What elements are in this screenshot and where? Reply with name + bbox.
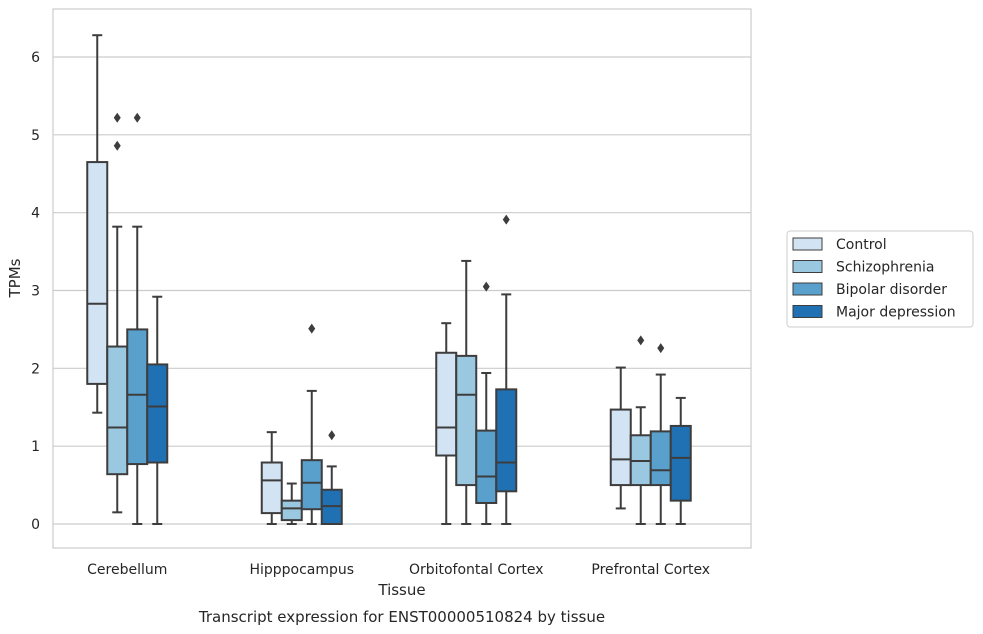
box-iqr xyxy=(300,459,323,511)
box-iqr xyxy=(280,499,303,522)
x-axis-ticks: Cerebellum Hipppocampus Orbitofontal Corte… xyxy=(87,562,710,578)
y-tick-label: 3 xyxy=(31,284,40,300)
box-group xyxy=(300,323,323,525)
legend-label: Schizophrenia xyxy=(836,260,934,276)
box-group xyxy=(320,430,343,525)
box-iqr xyxy=(609,408,632,487)
chart-caption: Transcript expression for ENST0000051082… xyxy=(198,608,605,626)
outlier-point xyxy=(502,214,510,225)
outlier-point xyxy=(657,343,665,354)
outlier-point xyxy=(328,430,336,441)
outlier-point xyxy=(482,281,490,292)
x-tick-label: Hipppocampus xyxy=(249,562,354,578)
x-tick-label: Orbitofontal Cortex xyxy=(409,562,544,578)
outlier-point xyxy=(308,323,316,334)
legend-swatch xyxy=(792,282,823,296)
y-tick-label: 2 xyxy=(31,361,40,377)
box-iqr xyxy=(495,388,518,493)
box-group xyxy=(146,295,169,525)
y-tick-label: 0 xyxy=(31,517,40,533)
legend-label: Major depression xyxy=(836,305,956,321)
outlier-point xyxy=(113,112,121,123)
y-tick-label: 4 xyxy=(31,206,40,222)
legend: Control Schizophrenia Bipolar disorder Majo… xyxy=(786,230,974,328)
box-iqr xyxy=(146,363,169,464)
box-iqr xyxy=(455,354,478,487)
box-iqr xyxy=(260,461,283,515)
plot-area xyxy=(86,34,692,525)
box-group xyxy=(629,335,652,525)
box-group xyxy=(86,34,109,414)
grid-lines xyxy=(53,56,751,525)
box-iqr xyxy=(86,161,109,385)
outlier-point xyxy=(113,140,121,151)
box-group xyxy=(106,112,129,514)
legend-frame xyxy=(786,230,974,328)
box-iqr xyxy=(649,430,672,487)
box-group xyxy=(669,396,692,525)
box-group xyxy=(495,214,518,525)
y-tick-label: 5 xyxy=(31,128,40,144)
legend-label: Bipolar disorder xyxy=(836,282,947,298)
box-iqr xyxy=(669,424,692,502)
legend-label: Control xyxy=(836,237,887,253)
legend-swatch xyxy=(792,305,823,318)
box-iqr xyxy=(475,429,498,504)
outlier-point xyxy=(637,335,645,346)
x-tick-label: Prefrontal Cortex xyxy=(591,562,710,578)
box-group xyxy=(649,343,672,525)
x-tick-label: Cerebellum xyxy=(87,562,167,578)
legend-swatch xyxy=(792,237,823,251)
plot-frame xyxy=(52,8,752,549)
box-group xyxy=(126,112,149,525)
legend-swatch xyxy=(792,260,823,273)
y-axis-label: TPMs xyxy=(6,258,24,298)
y-axis-ticks: 0 1 2 3 4 5 6 xyxy=(31,50,40,533)
box-group xyxy=(455,259,478,525)
box-iqr xyxy=(126,328,149,466)
box-group xyxy=(260,431,283,525)
y-tick-label: 6 xyxy=(31,50,40,66)
box-group xyxy=(280,482,303,525)
box-iqr xyxy=(435,351,458,457)
outlier-point xyxy=(133,112,141,123)
y-tick-label: 1 xyxy=(31,439,40,455)
box-iqr xyxy=(106,345,129,476)
x-axis-label: Tissue xyxy=(377,581,425,599)
